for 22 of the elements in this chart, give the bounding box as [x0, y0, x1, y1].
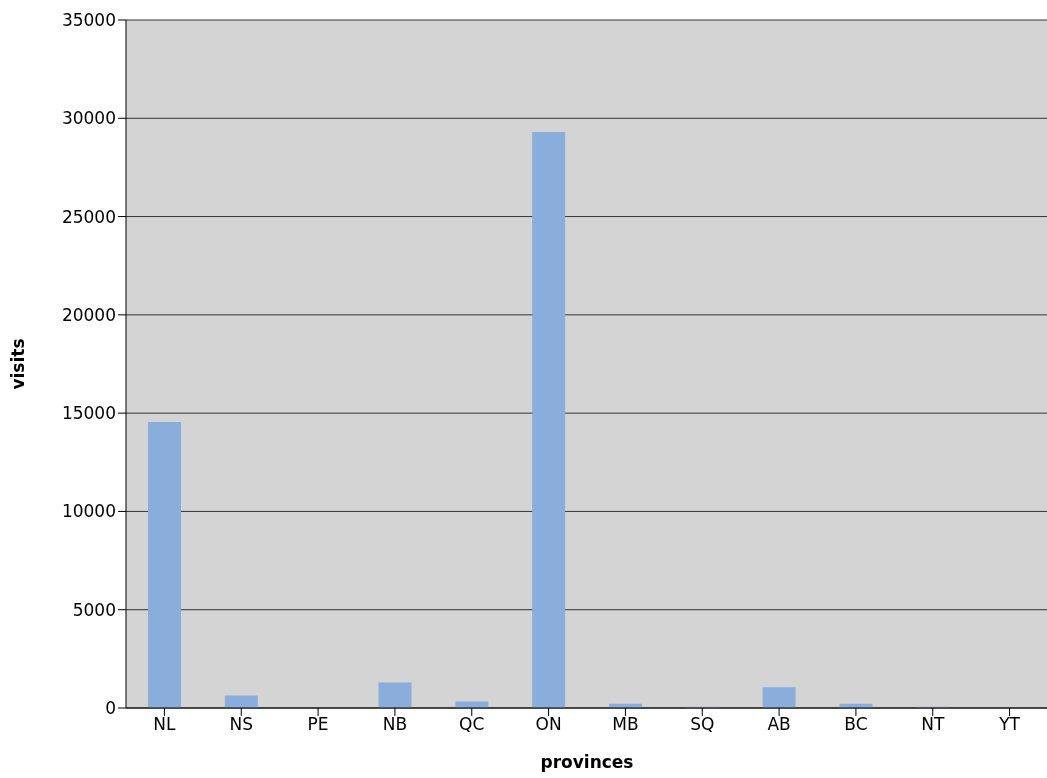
x-tick-label: BC	[844, 714, 868, 735]
x-tick-label: PE	[307, 714, 329, 735]
y-tick-label: 35000	[61, 10, 116, 31]
x-tick-label: MB	[612, 714, 639, 735]
x-tick-label: QC	[459, 714, 485, 735]
y-tick-label: 20000	[61, 304, 116, 325]
x-tick-label: NB	[382, 714, 408, 735]
x-axis-title: provinces	[540, 752, 634, 772]
y-tick-label: 0	[105, 698, 116, 719]
x-tick-label: YT	[998, 714, 1021, 735]
x-tick-label: NT	[921, 714, 945, 735]
x-tick-label: NL	[153, 714, 177, 735]
y-tick-label: 25000	[61, 206, 116, 227]
y-tick-label: 10000	[61, 501, 116, 522]
x-tick-label: ON	[535, 714, 562, 735]
y-tick-label: 15000	[61, 403, 116, 424]
y-tick-label: 30000	[61, 108, 116, 129]
y-axis-title: visits	[8, 338, 29, 390]
x-tick-label: AB	[767, 714, 791, 735]
y-tick-label: 5000	[72, 599, 116, 620]
x-tick-label: NS	[229, 714, 254, 735]
x-tick-label: SQ	[690, 714, 715, 735]
